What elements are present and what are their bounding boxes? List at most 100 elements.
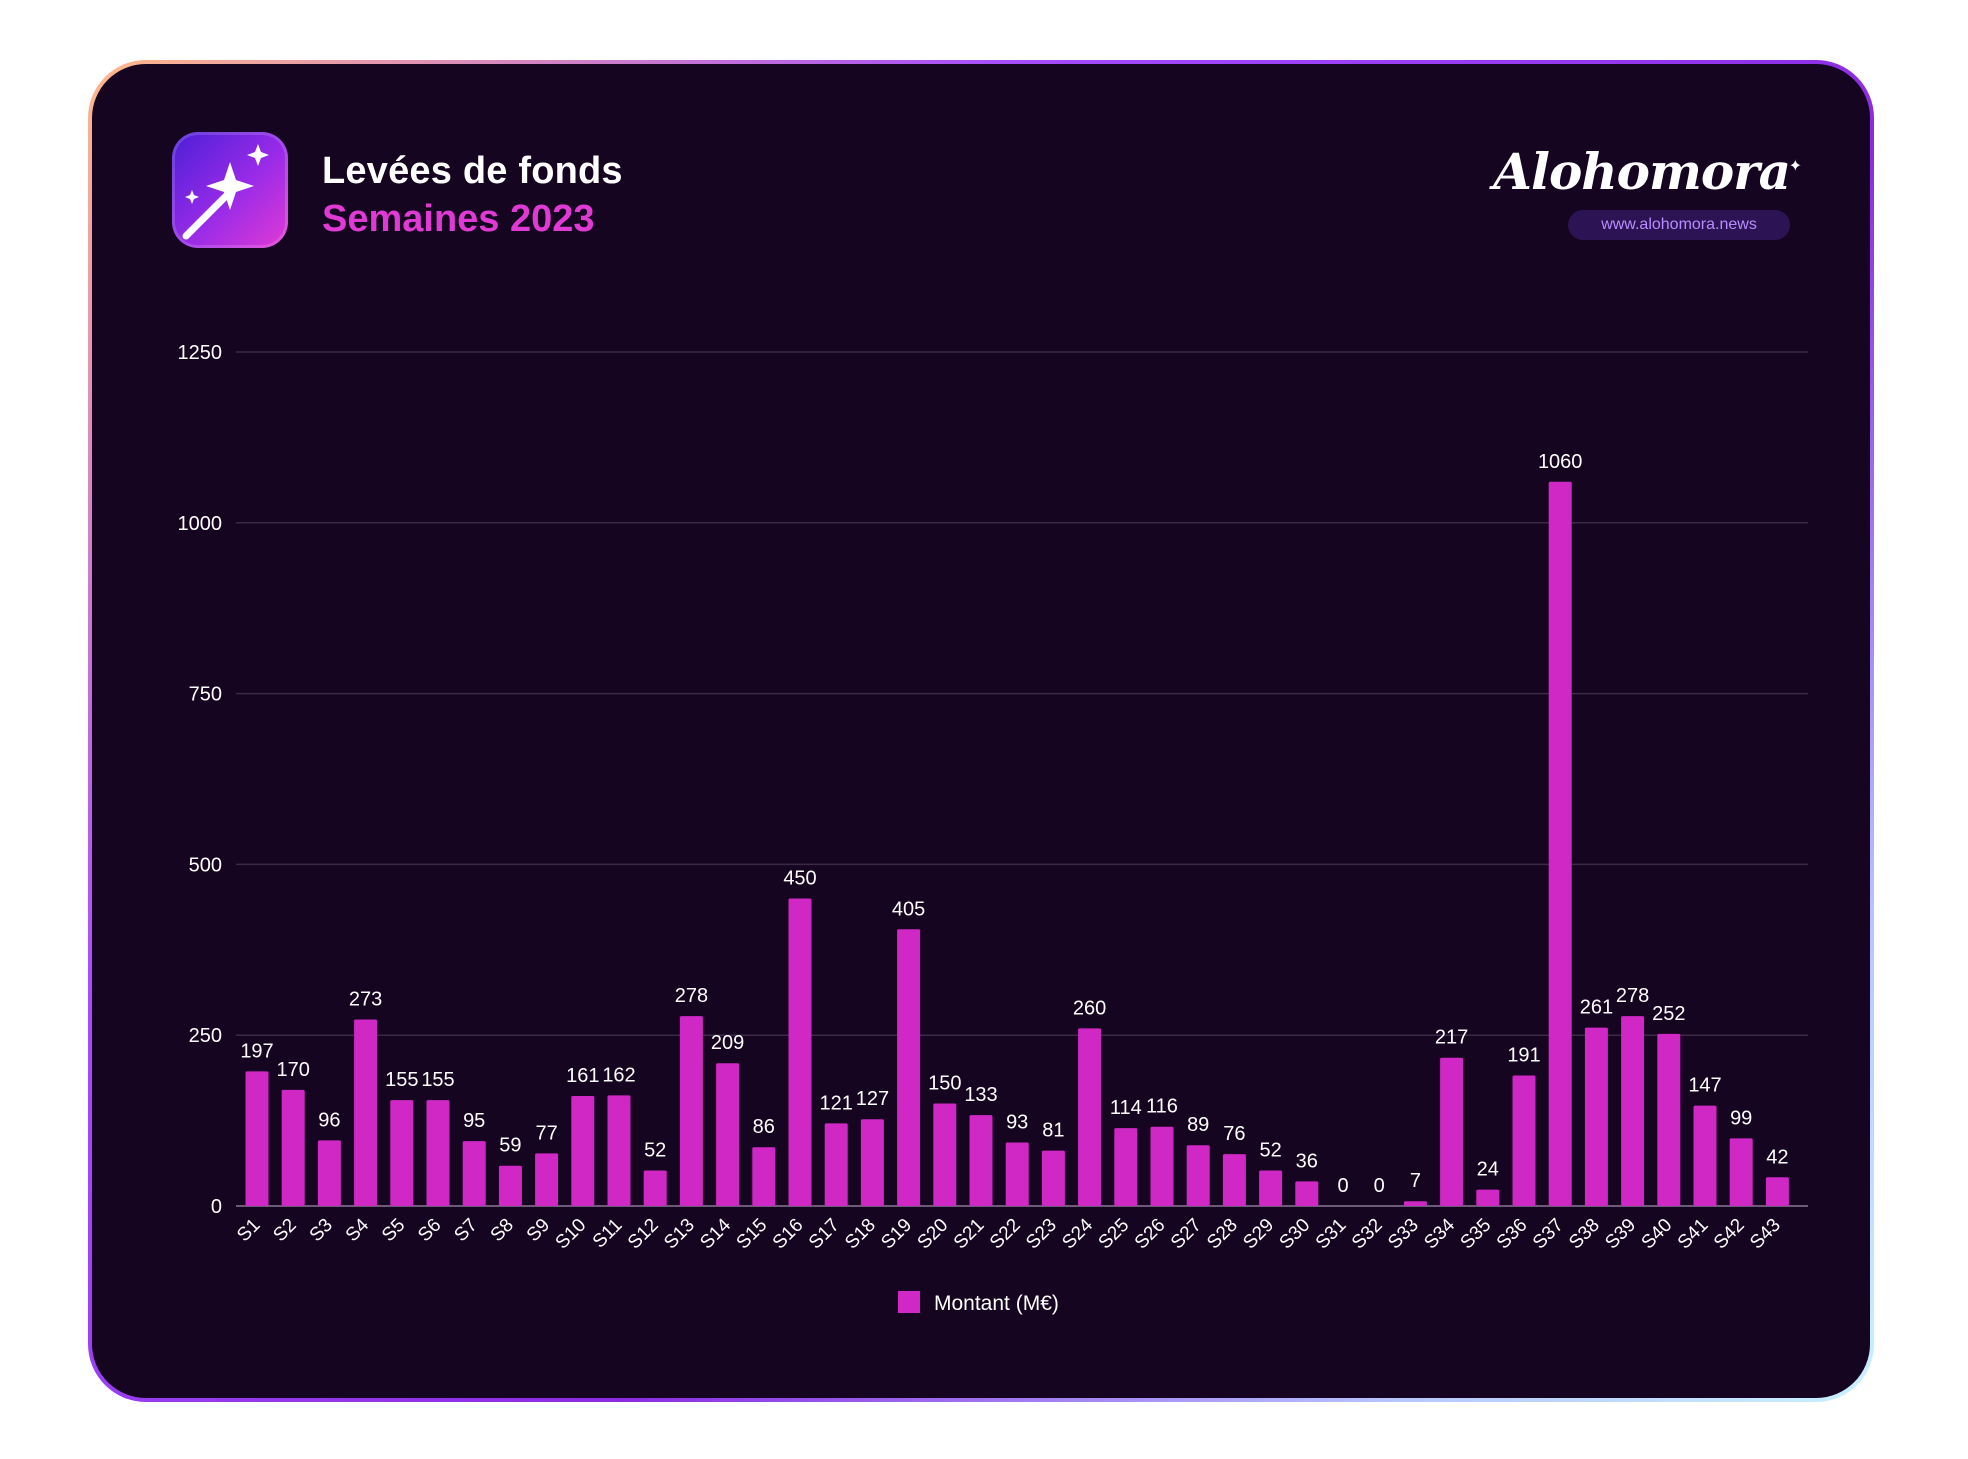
x-tick-label: S28 xyxy=(1203,1215,1242,1254)
data-label: 260 xyxy=(1073,997,1106,1019)
brand-logo: Alohomora xyxy=(1493,142,1791,201)
x-tick-label: S40 xyxy=(1638,1215,1677,1254)
bar xyxy=(1078,1028,1102,1206)
data-label: 36 xyxy=(1296,1150,1318,1172)
x-tick-label: S37 xyxy=(1529,1215,1568,1254)
x-tick-label: S3 xyxy=(306,1215,337,1246)
x-tick-label: S32 xyxy=(1348,1215,1387,1254)
data-label: 155 xyxy=(385,1069,418,1091)
x-tick-label: S34 xyxy=(1420,1214,1459,1253)
x-tick-label: S31 xyxy=(1312,1215,1351,1254)
bar xyxy=(1729,1138,1753,1206)
data-label: 155 xyxy=(421,1069,454,1091)
bar xyxy=(1041,1150,1065,1206)
x-tick-label: S27 xyxy=(1167,1215,1206,1254)
bar xyxy=(1584,1027,1608,1206)
bar xyxy=(1222,1154,1246,1206)
y-tick-label: 0 xyxy=(211,1196,222,1218)
data-label: 76 xyxy=(1223,1123,1245,1145)
bar xyxy=(1693,1105,1717,1206)
x-tick-label: S20 xyxy=(914,1215,953,1254)
bar xyxy=(1150,1126,1174,1206)
data-label: 95 xyxy=(463,1110,485,1132)
data-label: 252 xyxy=(1652,1003,1685,1025)
bar xyxy=(317,1140,341,1206)
data-label: 150 xyxy=(928,1073,961,1095)
data-label: 170 xyxy=(277,1059,310,1081)
x-tick-label: S15 xyxy=(733,1215,772,1254)
bar xyxy=(535,1153,559,1206)
x-tick-label: S33 xyxy=(1384,1215,1423,1254)
bar xyxy=(933,1103,957,1206)
data-label: 133 xyxy=(964,1084,997,1106)
data-label: 147 xyxy=(1688,1075,1721,1097)
x-tick-label: S18 xyxy=(841,1215,880,1254)
data-label: 450 xyxy=(783,868,816,890)
x-tick-label: S14 xyxy=(696,1214,735,1253)
data-label: 121 xyxy=(820,1092,853,1114)
bar xyxy=(752,1147,776,1206)
data-label: 217 xyxy=(1435,1027,1468,1049)
x-tick-label: S26 xyxy=(1131,1215,1170,1254)
x-tick-label: S42 xyxy=(1710,1215,1749,1254)
bar xyxy=(1476,1189,1500,1206)
bar xyxy=(897,929,921,1206)
bar xyxy=(245,1071,269,1206)
page-title: Levées de fonds xyxy=(322,150,623,192)
bar xyxy=(1440,1057,1464,1206)
x-tick-label: S25 xyxy=(1095,1215,1134,1254)
data-label: 42 xyxy=(1766,1146,1788,1168)
data-label: 7 xyxy=(1410,1170,1421,1192)
bar xyxy=(969,1115,993,1206)
x-tick-label: S10 xyxy=(552,1215,591,1254)
data-label: 162 xyxy=(602,1064,635,1086)
bar xyxy=(1621,1016,1645,1206)
data-label: 96 xyxy=(318,1109,340,1131)
sparkle-icon: ✦ xyxy=(1788,158,1802,175)
x-tick-label: S21 xyxy=(950,1215,989,1254)
card-frame: Levées de fonds Semaines 2023 Alohomora … xyxy=(88,60,1874,1402)
bar xyxy=(716,1063,740,1206)
data-label: 278 xyxy=(675,985,708,1007)
bar xyxy=(1186,1145,1210,1206)
data-label: 86 xyxy=(753,1116,775,1138)
bar xyxy=(643,1170,667,1206)
x-tick-label: S17 xyxy=(805,1215,844,1254)
data-label: 278 xyxy=(1616,985,1649,1007)
bar xyxy=(1295,1181,1319,1206)
data-label: 116 xyxy=(1146,1096,1178,1118)
data-label: 0 xyxy=(1337,1175,1348,1197)
data-label: 261 xyxy=(1580,997,1613,1019)
x-tick-label: S16 xyxy=(769,1215,808,1254)
bar xyxy=(354,1019,378,1206)
x-tick-label: S1 xyxy=(233,1215,264,1246)
bar xyxy=(426,1100,450,1206)
y-tick-label: 250 xyxy=(189,1025,222,1047)
bar xyxy=(281,1089,305,1206)
x-tick-label: S36 xyxy=(1493,1215,1532,1254)
bar xyxy=(860,1119,884,1206)
bar xyxy=(1765,1177,1789,1206)
x-tick-label: S43 xyxy=(1746,1215,1785,1254)
x-tick-label: S35 xyxy=(1457,1215,1496,1254)
data-label: 127 xyxy=(856,1088,889,1110)
data-label: 273 xyxy=(349,988,382,1010)
x-tick-label: S4 xyxy=(342,1214,374,1246)
bar xyxy=(1548,481,1572,1207)
x-tick-label: S30 xyxy=(1276,1215,1315,1254)
bar xyxy=(462,1141,486,1206)
data-label: 52 xyxy=(644,1139,666,1161)
bar xyxy=(1005,1142,1029,1206)
bar xyxy=(1657,1033,1681,1206)
data-label: 99 xyxy=(1730,1107,1752,1129)
legend-swatch xyxy=(898,1291,920,1313)
brand-url[interactable]: www.alohomora.news xyxy=(1568,210,1790,240)
legend-label: Montant (M€) xyxy=(934,1292,1059,1315)
x-tick-label: S41 xyxy=(1674,1215,1713,1254)
bar xyxy=(1114,1128,1138,1206)
y-tick-label: 500 xyxy=(189,854,222,876)
page-subtitle: Semaines 2023 xyxy=(322,198,595,240)
x-tick-label: S23 xyxy=(1022,1215,1061,1254)
x-tick-label: S19 xyxy=(877,1215,916,1254)
